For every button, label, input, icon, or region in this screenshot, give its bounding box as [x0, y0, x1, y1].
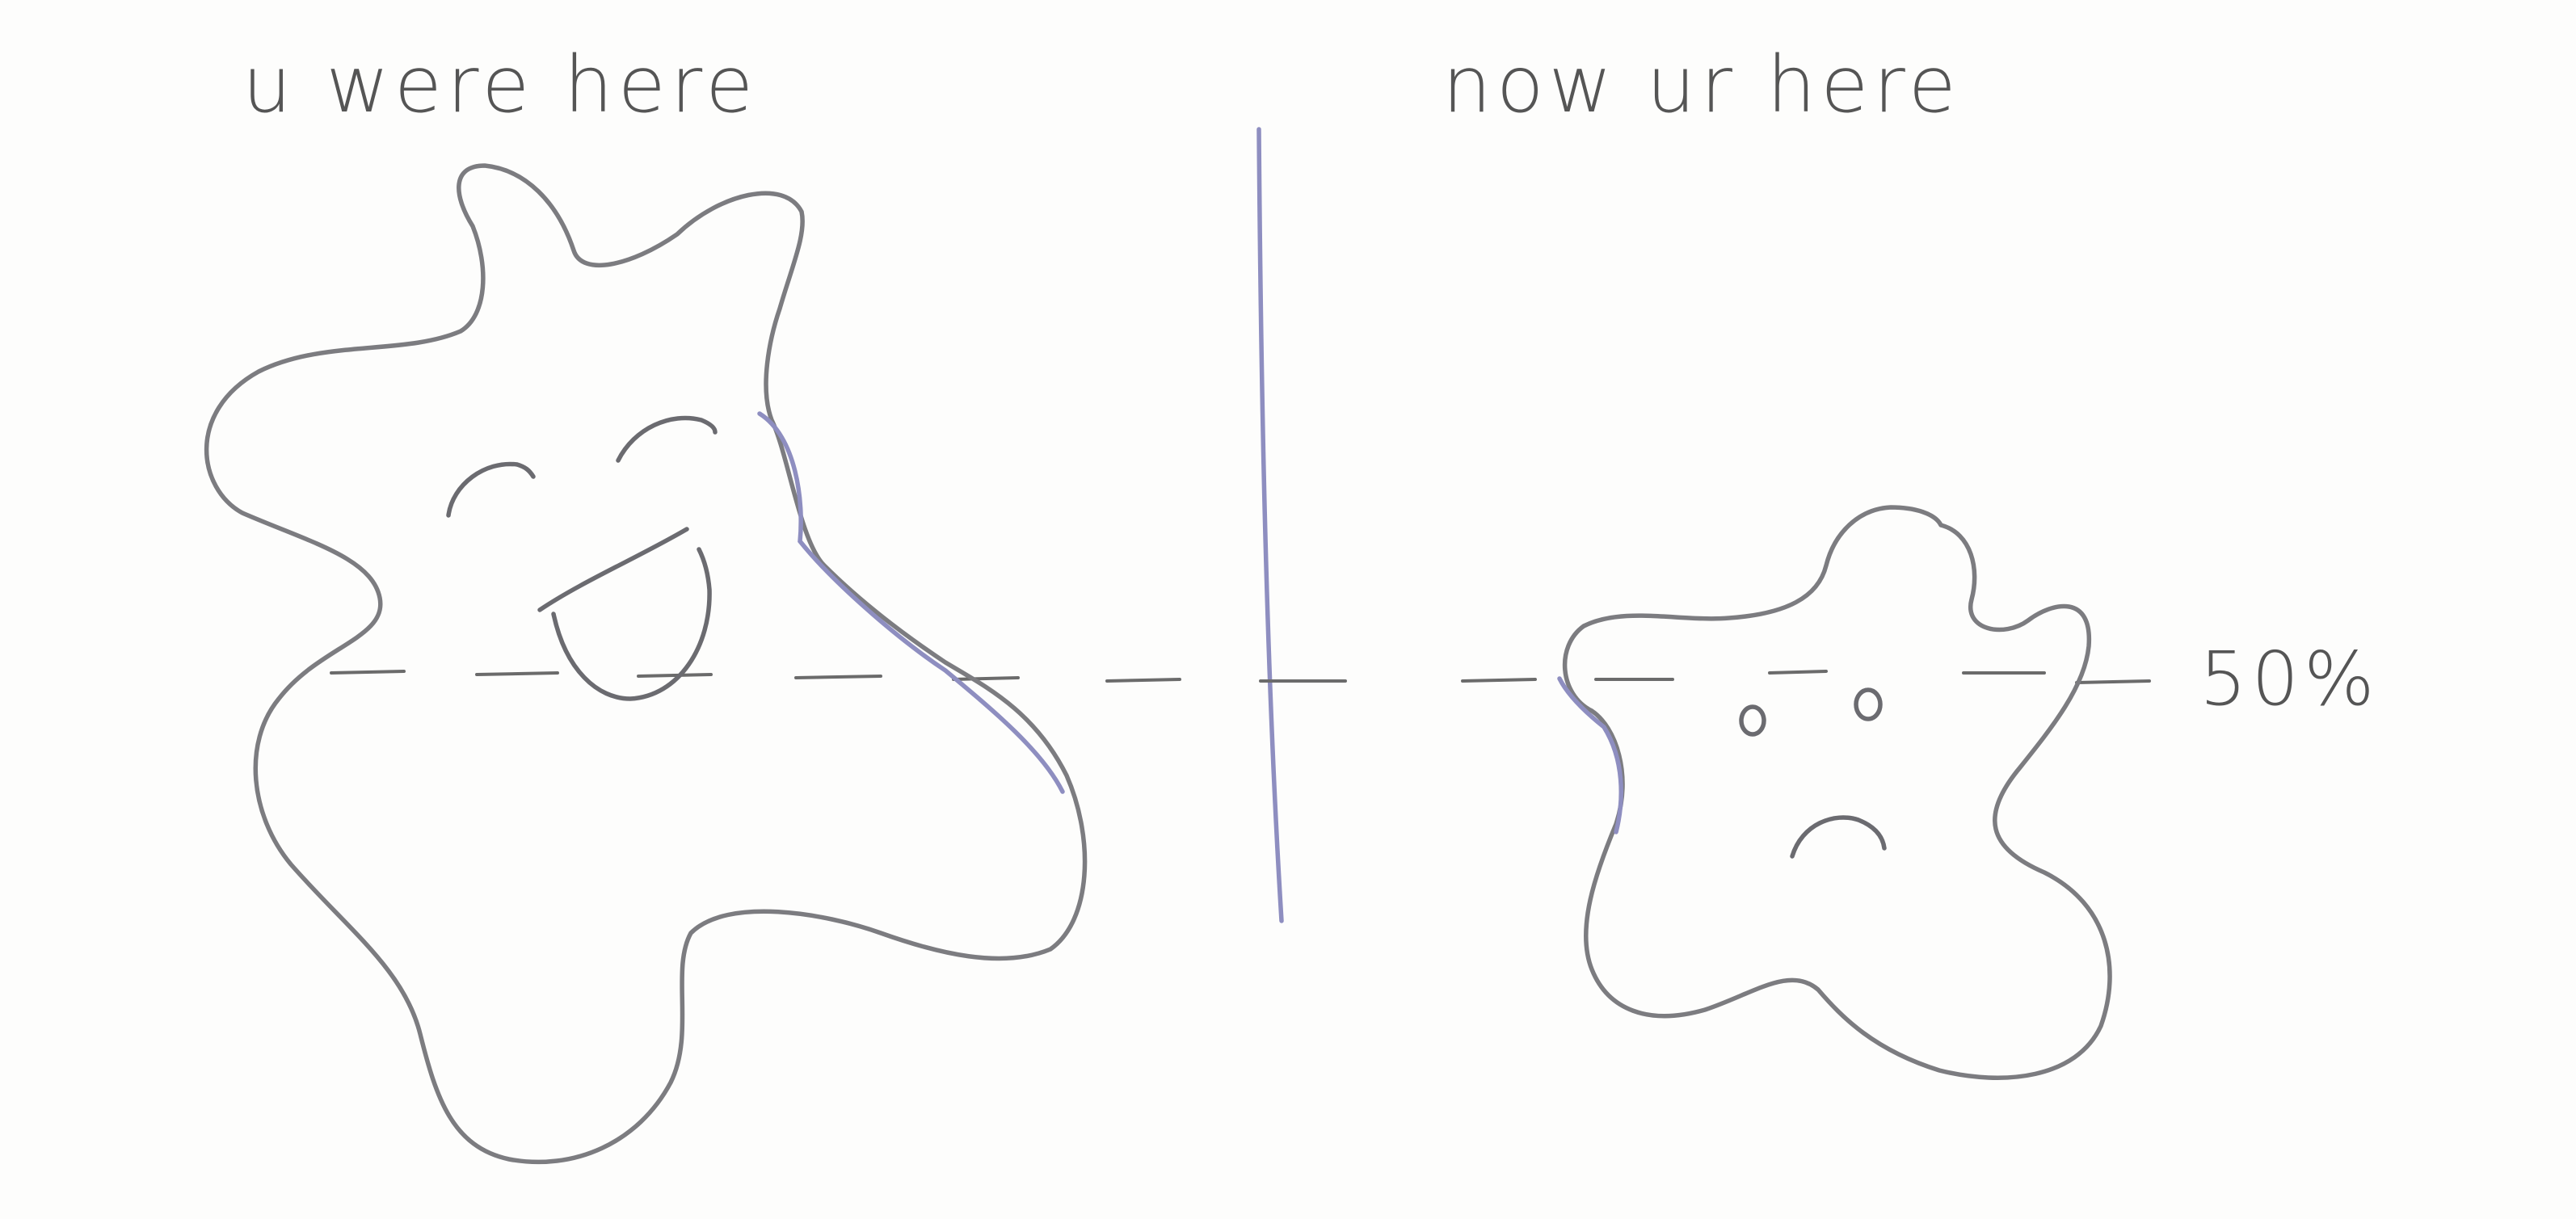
fifty-percent-label: 50% — [2199, 636, 2379, 722]
happy-left-eye — [446, 461, 536, 518]
sad-left-eye — [1739, 704, 1766, 737]
happy-blob-outline — [204, 163, 1088, 1165]
sad-blob-icon — [1557, 505, 2112, 1080]
happy-mouth-tongue — [551, 547, 712, 701]
sad-blob-outline — [1562, 505, 2112, 1080]
sad-frown — [1790, 815, 1887, 859]
fifty-percent-line — [330, 670, 2151, 684]
happy-blob-icon — [204, 163, 1088, 1165]
sad-blob-blue-edge — [1557, 676, 1623, 834]
left-panel-title: u were here — [242, 40, 758, 130]
happy-mouth-line — [537, 527, 689, 612]
happy-right-eye — [616, 415, 718, 463]
panel-divider — [1256, 127, 1284, 923]
happy-blob-blue-edge — [757, 411, 1065, 794]
right-panel-title: now ur here — [1442, 40, 1961, 130]
sad-right-eye — [1854, 687, 1883, 721]
